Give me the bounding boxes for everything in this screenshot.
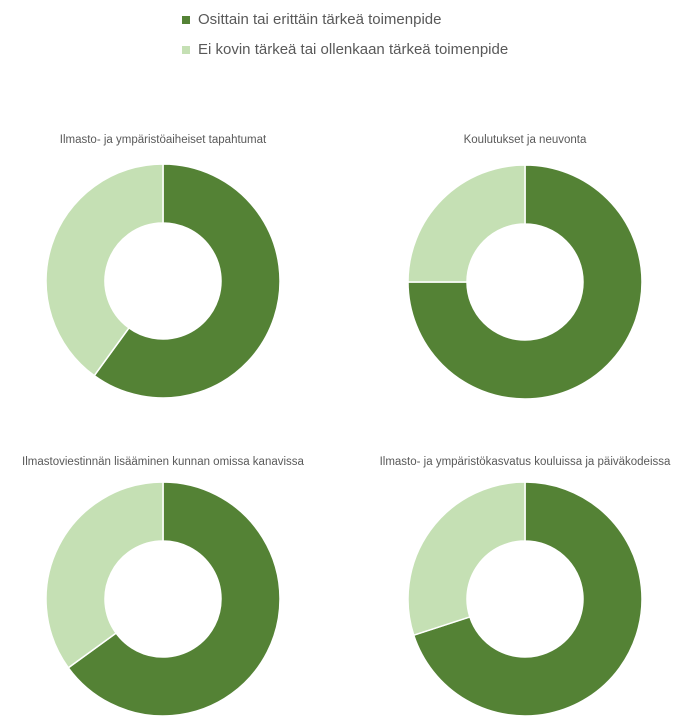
chart-title: Koulutukset ja neuvonta — [464, 134, 587, 146]
legend-marker — [182, 16, 190, 24]
donut-segment — [412, 481, 643, 716]
donut-segment — [67, 481, 281, 716]
donut-segment — [45, 163, 164, 377]
donut-segment — [407, 164, 643, 400]
donut-segment — [93, 163, 281, 399]
legend-label: Osittain tai erittäin tärkeä toimenpide — [198, 11, 441, 28]
chart-title: Ilmasto- ja ympäristöaiheiset tapahtumat — [60, 134, 267, 146]
donut-segment — [407, 481, 526, 637]
donut-segment — [407, 164, 526, 283]
donut-segment — [45, 481, 164, 669]
legend-marker — [182, 46, 190, 54]
chart-title: Ilmastoviestinnän lisääminen kunnan omis… — [22, 456, 305, 468]
legend-label: Ei kovin tärkeä tai ollenkaan tärkeä toi… — [198, 41, 508, 58]
chart-title: Ilmasto- ja ympäristökasvatus kouluissa … — [380, 456, 671, 468]
